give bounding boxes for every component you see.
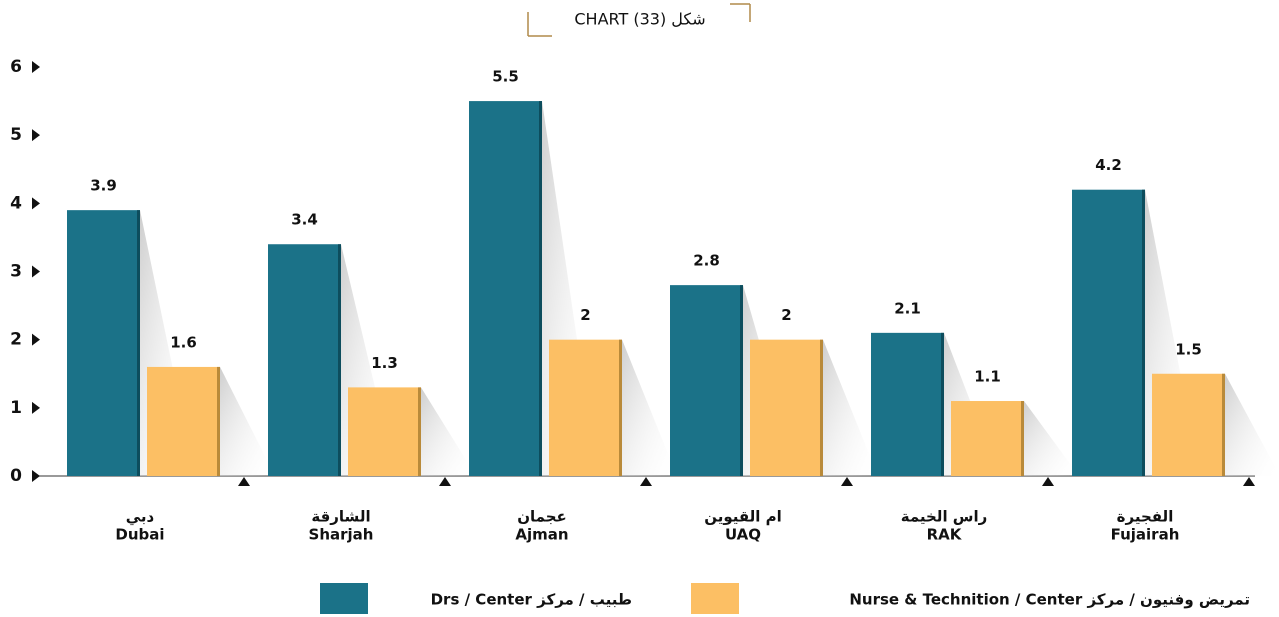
bar-edge [740,285,743,476]
value-label: 3.9 [90,177,117,195]
legend-label: طبيب / مركز Drs / Center [431,591,632,609]
y-tick-mark [32,61,40,73]
x-tick-label: RAK [927,526,963,544]
bar [348,387,421,476]
bar [268,244,341,476]
y-tick-mark [32,401,40,414]
bar-shadow [421,387,476,476]
bar [469,101,542,476]
axis-marker [1243,477,1255,486]
y-tick-mark [32,129,40,142]
y-tick-label: 4 [10,193,22,213]
value-label: 4.2 [1095,156,1122,174]
bar-edge [941,332,944,476]
bar [147,366,220,476]
x-tick-label: راس الخيمة [901,508,988,526]
bar-edge [619,339,622,476]
x-tick-label: عجمان [517,508,567,526]
value-label: 5.5 [492,68,519,86]
y-tick-label: 0 [10,466,22,486]
value-label: 1.3 [371,354,398,372]
bar [1152,373,1225,476]
y-tick-label: 6 [10,57,22,77]
bar-shadow [220,366,275,476]
y-tick-mark [32,197,40,210]
x-tick-label: Fujairah [1111,526,1180,544]
x-tick-label: دبي [126,508,155,526]
y-tick-label: 1 [10,398,22,418]
bar-edge [1142,189,1145,476]
bar-edge [137,210,140,476]
y-tick-label: 2 [10,330,22,350]
bar-edge [539,101,542,476]
bar-edge [1021,401,1024,476]
legend-label: تمريض وفنيون / مركز Nurse & Technition /… [849,591,1250,609]
bar-edge [418,387,421,476]
bar-shadow [1225,373,1279,476]
bar-edge [338,244,341,476]
value-label: 2 [781,306,791,324]
title-frame [527,3,751,37]
bar [871,332,944,476]
bar-shadow [622,339,677,476]
axis-marker [439,477,451,486]
bar-edge [1222,373,1225,476]
bar [951,401,1024,476]
value-label: 1.6 [170,333,197,351]
value-label: 3.4 [291,211,318,229]
y-tick-mark [32,470,40,482]
bar-shadow [1024,401,1079,476]
bar-shadow [823,339,878,476]
bar [67,210,140,476]
axis-marker [640,477,652,486]
x-tick-label: Dubai [115,526,164,544]
x-tick-label: الشارقة [311,508,370,526]
value-label: 1.5 [1175,340,1202,358]
y-tick-label: 3 [10,262,22,282]
value-label: 2 [580,306,590,324]
y-tick-label: 5 [10,125,22,145]
x-tick-label: UAQ [725,526,761,544]
legend-swatch [320,583,368,614]
y-tick-mark [32,265,40,278]
axis-marker [238,477,250,486]
axis-marker [1042,477,1054,486]
bar [670,285,743,476]
x-tick-label: Sharjah [309,526,374,544]
axis-marker [841,477,853,486]
bar [750,339,823,476]
y-tick-mark [32,333,40,346]
value-label: 2.1 [894,299,921,317]
value-label: 2.8 [693,252,720,270]
bar [549,339,622,476]
bar [1072,189,1145,476]
x-tick-label: Ajman [515,526,568,544]
legend-swatch [691,583,739,614]
x-tick-label: الفجيرة [1117,508,1174,526]
bar-edge [820,339,823,476]
x-tick-label: ام القيوين [704,508,782,526]
value-label: 1.1 [974,368,1001,386]
bar-edge [217,366,220,476]
chart-title: شكل (33) CHART [574,10,705,29]
